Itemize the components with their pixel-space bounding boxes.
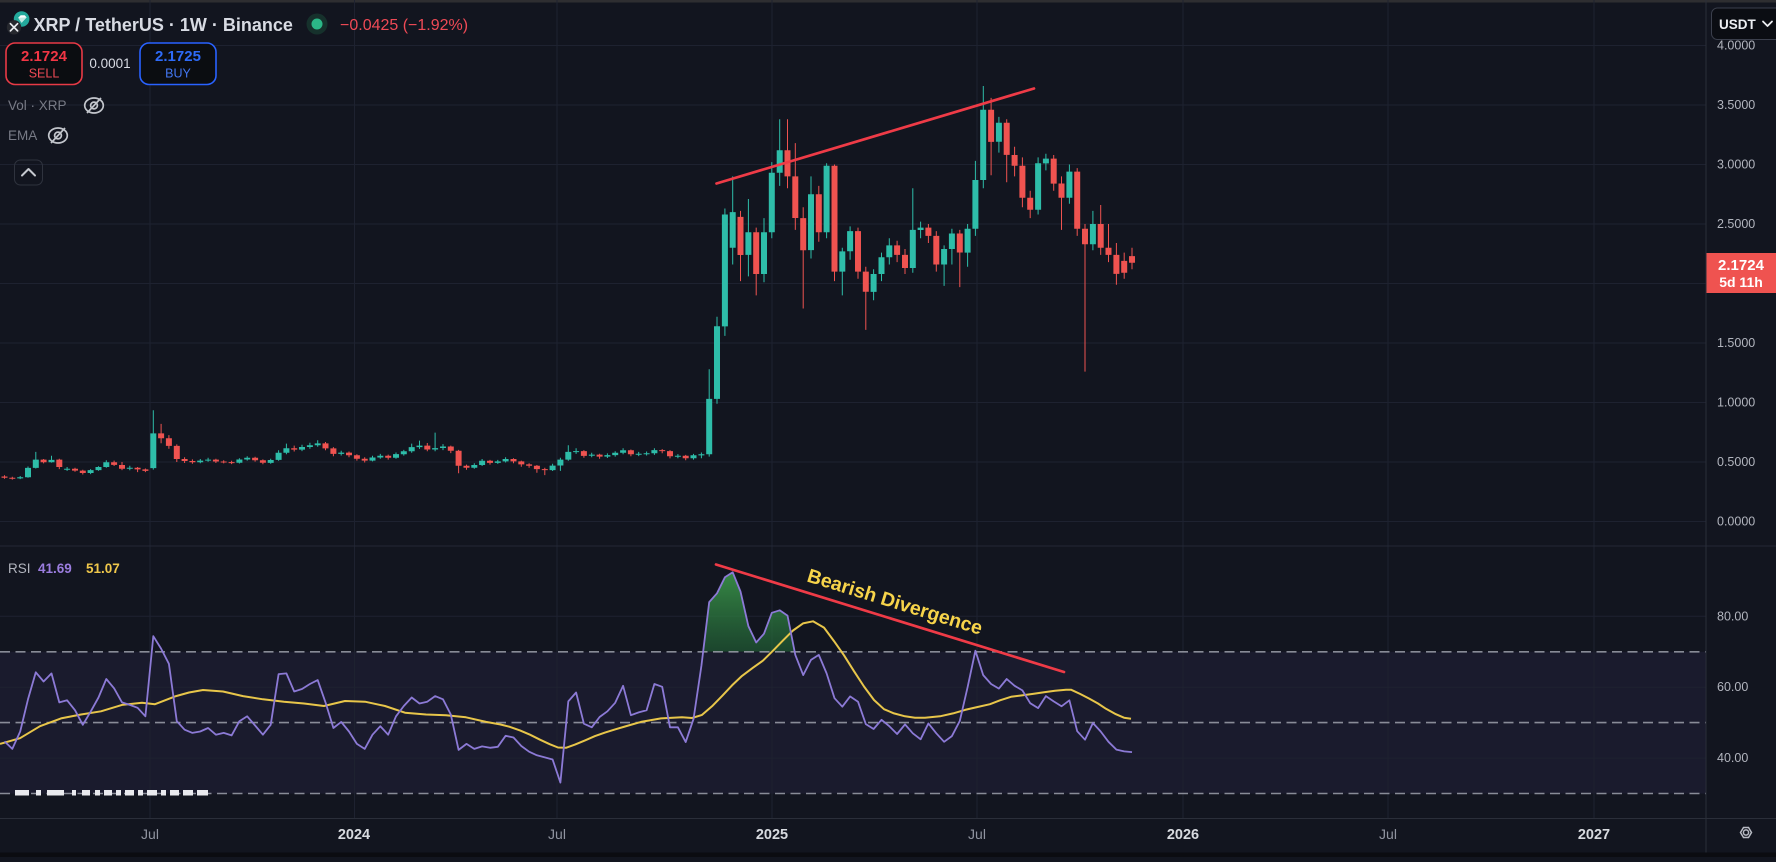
svg-text:2026: 2026 <box>1167 827 1199 843</box>
svg-text:4.0000: 4.0000 <box>1717 39 1755 53</box>
svg-text:2.1724: 2.1724 <box>1718 257 1765 274</box>
svg-text:0.0000: 0.0000 <box>1717 515 1755 529</box>
svg-text:Jul: Jul <box>141 826 159 842</box>
svg-text:0.0001: 0.0001 <box>89 56 130 71</box>
svg-text:2.1725: 2.1725 <box>155 48 201 65</box>
svg-text:RSI: RSI <box>8 561 31 576</box>
svg-text:Jul: Jul <box>1379 826 1397 842</box>
svg-text:1.5000: 1.5000 <box>1717 336 1755 350</box>
svg-text:SELL: SELL <box>29 67 60 81</box>
svg-text:EMA: EMA <box>8 128 37 143</box>
svg-text:40.00: 40.00 <box>1717 751 1748 765</box>
svg-text:60.00: 60.00 <box>1717 680 1748 694</box>
svg-text:Jul: Jul <box>548 826 566 842</box>
svg-text:2.5000: 2.5000 <box>1717 217 1755 231</box>
svg-text:80.00: 80.00 <box>1717 609 1748 623</box>
svg-text:BUY: BUY <box>165 67 191 81</box>
svg-text:1.0000: 1.0000 <box>1717 396 1755 410</box>
svg-text:2027: 2027 <box>1578 827 1610 843</box>
svg-text:XRP / TetherUS · 1W · Binance: XRP / TetherUS · 1W · Binance <box>34 15 293 35</box>
svg-text:Jul: Jul <box>968 826 986 842</box>
svg-text:−0.0425 (−1.92%): −0.0425 (−1.92%) <box>340 17 468 34</box>
svg-text:0.5000: 0.5000 <box>1717 455 1755 469</box>
svg-text:Vol · XRP: Vol · XRP <box>8 98 67 113</box>
svg-text:2024: 2024 <box>338 827 370 843</box>
svg-text:USDT: USDT <box>1719 17 1757 32</box>
svg-text:2025: 2025 <box>756 827 788 843</box>
svg-text:2.1724: 2.1724 <box>21 48 68 65</box>
svg-text:51.07: 51.07 <box>86 561 120 576</box>
svg-text:5d 11h: 5d 11h <box>1719 274 1763 290</box>
svg-text:41.69: 41.69 <box>38 561 72 576</box>
svg-text:3.5000: 3.5000 <box>1717 98 1755 112</box>
svg-text:3.0000: 3.0000 <box>1717 158 1755 172</box>
